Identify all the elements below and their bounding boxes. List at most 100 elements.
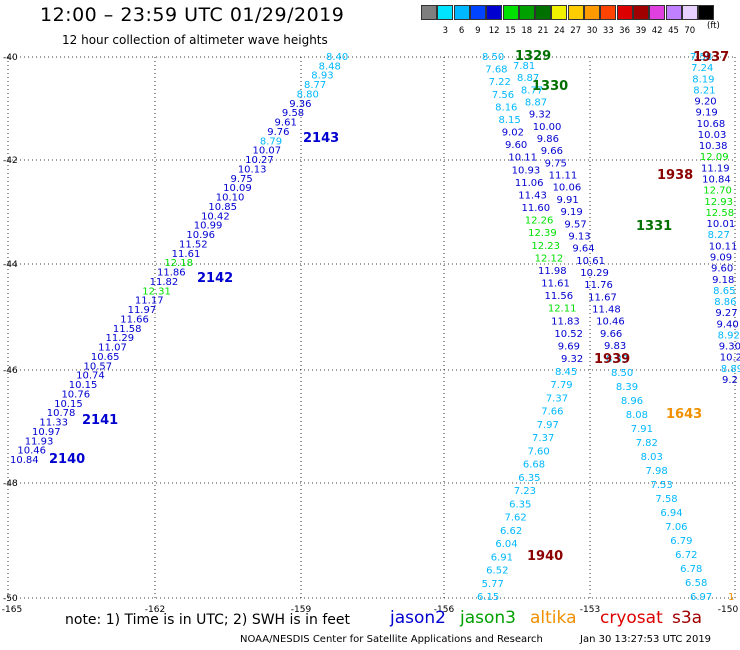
wave-height-value: 7.82	[636, 438, 658, 449]
wave-height-value: 10.07	[253, 146, 282, 157]
wave-height-value: 12.93	[704, 197, 733, 208]
wave-height-value: 8.50	[482, 52, 504, 63]
wave-height-value: 11.61	[541, 279, 570, 290]
wave-height-value: 10.29	[580, 268, 609, 279]
wave-height-value: 8.45	[555, 367, 577, 378]
wave-height-value: 11.48	[592, 304, 621, 315]
color-swatch-8	[551, 5, 568, 20]
orbit-number-label: 1938	[657, 168, 693, 183]
wave-height-value: 10.15	[69, 380, 98, 391]
wave-height-value: 9.61	[275, 118, 297, 129]
wave-height-value: 10.84	[10, 455, 39, 466]
wave-height-value: 10.09	[223, 183, 252, 194]
wave-height-value: 11.97	[128, 305, 157, 316]
wave-height-value: 10.78	[47, 408, 76, 419]
color-swatch-13	[632, 5, 649, 20]
wave-height-value: 8.21	[693, 85, 715, 96]
wave-height-value: 11.17	[135, 296, 164, 307]
wave-height-value: 10.27	[245, 155, 274, 166]
orbit-number-label: 1331	[636, 219, 672, 234]
wave-height-value: 9.60	[711, 264, 733, 275]
color-swatch-7	[535, 5, 552, 20]
color-swatch-11	[600, 5, 617, 20]
color-swatch-1	[437, 5, 454, 20]
wave-height-value: 11.66	[120, 314, 149, 325]
wave-height-value: 10.13	[238, 164, 267, 175]
wave-height-value: 12.23	[531, 241, 560, 252]
wave-height-value: 10.01	[707, 219, 736, 230]
wave-height-value: 8.89	[721, 364, 740, 375]
wave-height-value: 8.33	[606, 354, 628, 365]
wave-height-value: 9.18	[712, 275, 734, 286]
lat-label: -40	[3, 53, 18, 63]
color-swatch-12	[616, 5, 633, 20]
wave-height-value: 6.52	[486, 566, 508, 577]
color-swatch-2	[453, 5, 470, 20]
wave-height-value: 9.75	[545, 158, 567, 169]
wave-height-value: 11.11	[549, 171, 578, 182]
footer-note: note: 1) Time is in UTC; 2) SWH is in fe…	[65, 612, 351, 628]
lat-label: -46	[3, 366, 18, 376]
wave-height-value: 12.18	[164, 258, 193, 269]
color-scale-label: 30	[586, 26, 598, 36]
wave-height-value: 8.77	[304, 80, 326, 91]
legend-s3a: s3a	[672, 608, 703, 628]
color-scale-label: 33	[602, 26, 614, 36]
wave-height-value: 10.52	[554, 329, 583, 340]
lon-label: -150	[718, 605, 739, 615]
wave-height-value: 11.82	[150, 277, 179, 288]
wave-height-value: 8.15	[498, 115, 520, 126]
orbit-number-label: 1330	[532, 79, 568, 94]
lon-label: -159	[291, 605, 312, 615]
wave-height-value: 11.07	[98, 343, 127, 354]
wave-height-value: 7.66	[541, 407, 563, 418]
wave-height-value: 9.75	[230, 174, 252, 185]
wave-height-value: 12.39	[528, 228, 557, 239]
orbit-number-label: 1329	[515, 49, 551, 64]
wave-height-value: 11.43	[518, 190, 547, 201]
wave-height-value: 9.91	[557, 195, 579, 206]
lat-label: -42	[3, 156, 18, 166]
lon-label: -162	[145, 605, 165, 615]
wave-height-value: 7.98	[646, 466, 668, 477]
wave-height-value: 8.96	[621, 396, 643, 407]
page-title: 12:00 – 23:59 UTC 01/29/2019	[40, 4, 345, 26]
wave-height-value: 9.69	[558, 341, 580, 352]
color-scale-label: 42	[651, 26, 663, 36]
generation-timestamp: Jan 30 13:27:53 UTC 2019	[580, 634, 712, 645]
wave-height-value: 11.19	[701, 163, 730, 174]
wave-height-value: 7.68	[485, 65, 507, 76]
wave-height-value: 8.92	[718, 330, 740, 341]
wave-height-value: 10.85	[208, 202, 237, 213]
color-swatch-6	[518, 5, 535, 20]
wave-height-value: 11.98	[538, 266, 567, 277]
color-scale-label: 12	[488, 26, 500, 36]
wave-height-value: 12.31	[142, 286, 171, 297]
wave-height-value: 9.66	[541, 146, 563, 157]
wave-height-value: 7.37	[546, 393, 568, 404]
lon-label: -156	[434, 605, 455, 615]
wave-height-value: 10.00	[533, 122, 562, 133]
color-scale-label: 6	[458, 26, 465, 36]
wave-height-value: 10.76	[61, 389, 90, 400]
wave-height-value: 10.99	[194, 221, 223, 232]
wave-height-value: 11.06	[515, 178, 544, 189]
color-swatch-16	[681, 5, 698, 20]
wave-height-value: 9.30	[719, 342, 740, 353]
wave-height-value: 5.77	[482, 579, 504, 590]
color-swatch-4	[486, 5, 503, 20]
wave-height-value: 7.53	[650, 480, 672, 491]
wave-height-value: 9.32	[561, 354, 583, 365]
wave-height-value: 12.09	[700, 152, 729, 163]
color-scale-label: 15	[505, 26, 516, 36]
color-scale-label: 24	[553, 26, 565, 36]
wave-height-value: 11.58	[113, 324, 142, 335]
wave-height-value: 12.26	[525, 216, 554, 227]
wave-height-value: 10.65	[91, 352, 120, 363]
wave-height-value: 8.16	[495, 102, 517, 113]
wave-height-value: 9.64	[572, 244, 594, 255]
wave-height-value: 6.35	[509, 499, 531, 510]
wave-height-value: 11.33	[39, 418, 68, 429]
orbit-number-label: 1937	[693, 50, 729, 65]
